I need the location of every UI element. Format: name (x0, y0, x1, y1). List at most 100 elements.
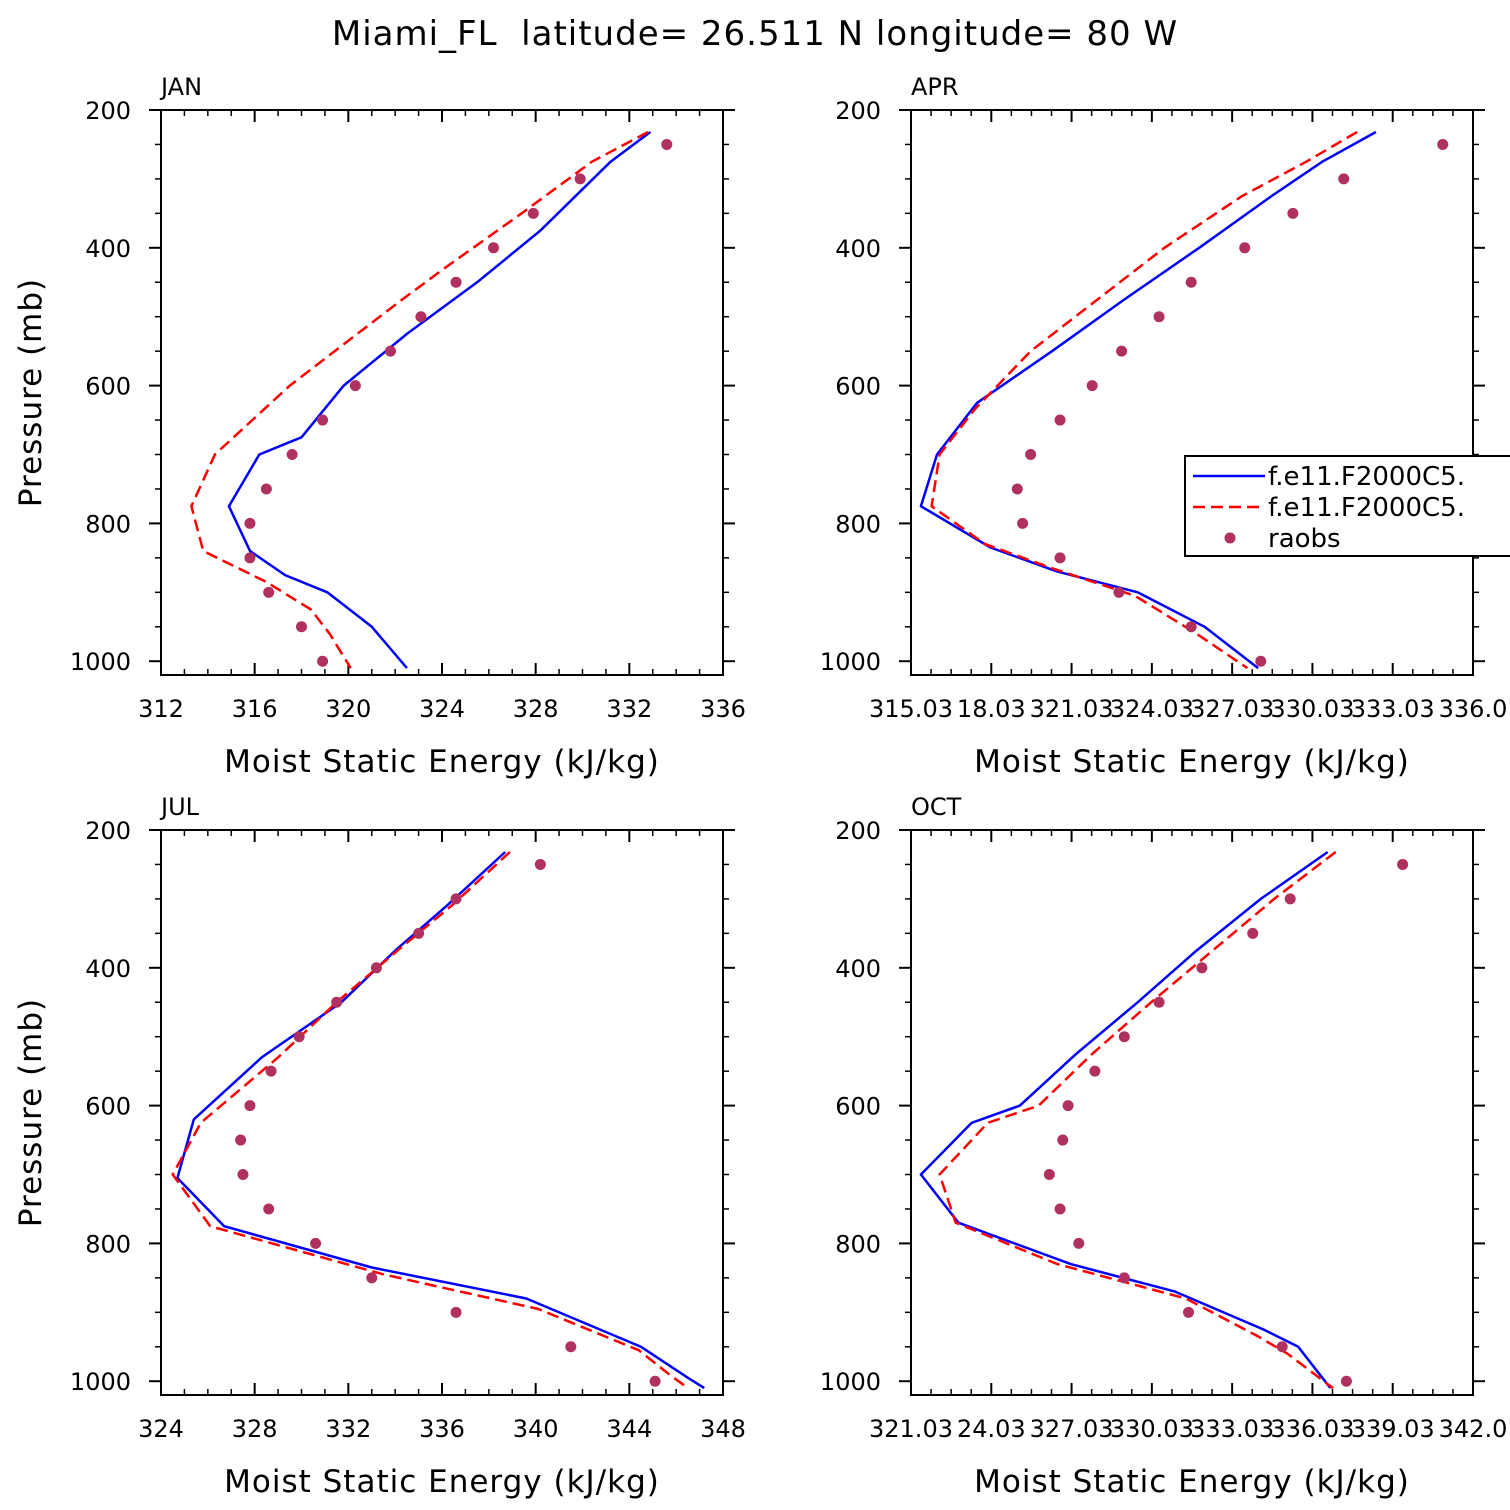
y-tick-label: 200 (835, 97, 881, 125)
x-tick-label: 324 (138, 1415, 184, 1443)
raobs-point (1437, 138, 1449, 150)
y-tick-label: 200 (85, 97, 131, 125)
raobs-point (534, 858, 546, 870)
raobs-point (1118, 1031, 1130, 1043)
raobs-point (310, 1237, 322, 1249)
x-tick-label: 328 (232, 1415, 278, 1443)
x-tick-label: 324 (419, 695, 465, 723)
x-axis-label: Moist Static Energy (kJ/kg) (224, 1464, 660, 1500)
y-tick-label: 400 (835, 955, 881, 983)
raobs-point (263, 586, 275, 598)
y-tick-label: 200 (835, 817, 881, 845)
panel-label: APR (911, 73, 959, 101)
raobs-point (1054, 552, 1066, 564)
x-tick-label: 327.03 (1190, 695, 1274, 723)
x-tick-label: 336.03 (1270, 1415, 1354, 1443)
raobs-point (413, 927, 425, 939)
panel-label: JAN (159, 73, 202, 101)
raobs-point (661, 138, 673, 150)
series-line-dashed (190, 130, 649, 669)
raobs-point (1073, 1237, 1085, 1249)
series-line-solid (919, 130, 1377, 670)
raobs-point (1089, 1065, 1101, 1077)
panel-label: JUL (159, 793, 200, 821)
plot-area (190, 130, 673, 669)
raobs-point (384, 345, 396, 357)
raobs-point (565, 1341, 577, 1353)
raobs-point (1011, 483, 1023, 495)
y-tick-label: 200 (85, 817, 131, 845)
y-tick-label: 1000 (70, 648, 131, 676)
y-tick-label: 400 (85, 235, 131, 263)
x-tick-label: 321.03 (869, 1415, 953, 1443)
x-tick-label: 18.03 (957, 695, 1026, 723)
y-tick-label: 600 (85, 373, 131, 401)
y-tick-label: 400 (85, 955, 131, 983)
y-tick-label: 800 (85, 1230, 131, 1258)
raobs-point (1025, 449, 1037, 461)
raobs-point (1118, 1272, 1130, 1284)
panel-label: OCT (911, 793, 962, 821)
x-tick-label: 336 (419, 1415, 465, 1443)
raobs-point (649, 1375, 661, 1387)
x-axis-label: Moist Static Energy (kJ/kg) (974, 1464, 1410, 1500)
x-tick-label: 327.03 (1030, 1415, 1114, 1443)
raobs-point (1287, 207, 1299, 219)
raobs-point (1183, 1306, 1195, 1318)
x-tick-label: 316 (232, 695, 278, 723)
raobs-point (370, 962, 382, 974)
y-tick-label: 600 (85, 1093, 131, 1121)
raobs-point (1185, 621, 1197, 633)
raobs-point (1284, 893, 1296, 905)
raobs-point (286, 449, 298, 461)
series-line-solid (227, 130, 652, 669)
raobs-point (415, 311, 427, 323)
raobs-point (1196, 962, 1208, 974)
panel-oct: OCT 321.03 24.03 327.03330.03333.03336.0333… (820, 793, 1507, 1500)
x-tick-label: 336 (700, 695, 746, 723)
x-axis-label: Moist Static Energy (kJ/kg) (974, 744, 1410, 780)
y-axis-label: Pressure (mb) (13, 278, 49, 507)
raobs-point (450, 1306, 462, 1318)
series-line-dashed (171, 851, 689, 1390)
legend-marker-dots (1224, 532, 1236, 544)
raobs-point (244, 552, 256, 564)
raobs-point (1113, 586, 1125, 598)
x-tick-label: 24.03 (957, 1415, 1026, 1443)
x-axis-label: Moist Static Energy (kJ/kg) (224, 744, 660, 780)
raobs-point (296, 621, 307, 633)
x-tick-label: 340 (513, 1415, 559, 1443)
y-tick-label: 1000 (70, 1368, 131, 1396)
x-tick-label: 344 (606, 1415, 652, 1443)
raobs-point (235, 1134, 247, 1146)
raobs-point (450, 893, 462, 905)
raobs-point (237, 1169, 249, 1181)
raobs-point (366, 1272, 378, 1284)
raobs-point (1338, 173, 1350, 185)
raobs-point (1276, 1341, 1288, 1353)
raobs-point (1086, 380, 1098, 392)
plot-area (919, 850, 1409, 1390)
x-tick-label: 324.03 (1110, 695, 1194, 723)
legend-entry: raobs (1268, 524, 1341, 554)
x-tick-label: 348 (700, 1415, 746, 1443)
panel-jul: JUL 324 328 332 336 340 344 348 200 400 600 800 1000… (13, 793, 746, 1500)
x-tick-label: 332 (606, 695, 652, 723)
raobs-point (331, 996, 343, 1008)
raobs-point (574, 173, 586, 185)
raobs-point (293, 1031, 305, 1043)
raobs-point (1185, 276, 1197, 288)
raobs-point (1062, 1100, 1074, 1112)
x-tick-label: 336.0 (1439, 695, 1508, 723)
raobs-point (1054, 1203, 1066, 1215)
raobs-point (1017, 517, 1029, 529)
y-tick-label: 400 (835, 235, 881, 263)
legend-entry: f.e11.F2000C5. (1268, 462, 1465, 492)
x-tick-label: 328 (513, 695, 559, 723)
raobs-point (317, 655, 329, 667)
x-tick-label: 312 (138, 695, 184, 723)
raobs-point (1255, 655, 1267, 667)
y-tick-label: 800 (835, 1230, 881, 1258)
